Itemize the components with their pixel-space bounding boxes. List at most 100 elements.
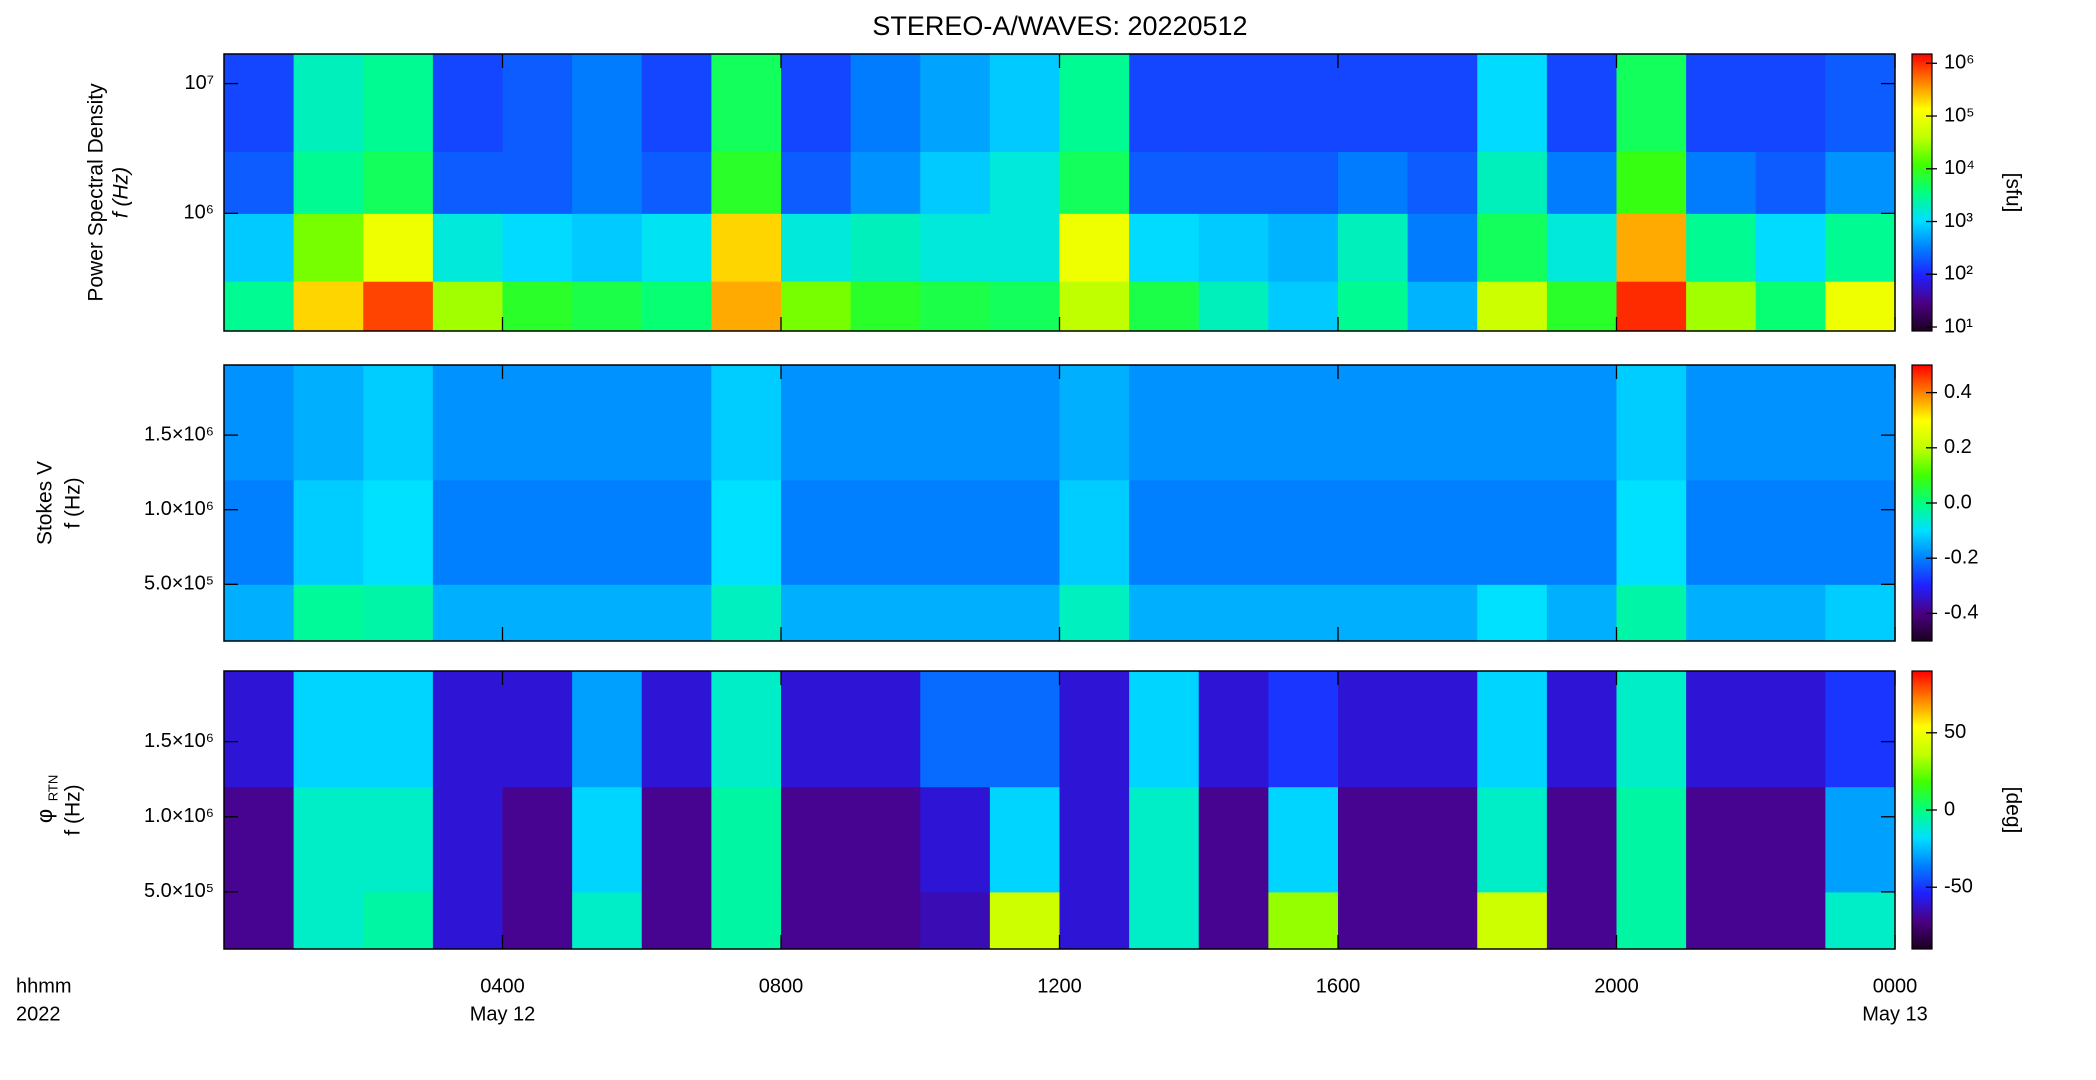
heatmap-cell xyxy=(1825,479,1896,585)
heatmap-cell xyxy=(1198,786,1269,893)
heatmap-cell xyxy=(572,584,643,642)
heatmap-cell xyxy=(1477,671,1548,788)
heatmap-cell xyxy=(1755,671,1826,788)
heatmap-cell xyxy=(1268,151,1339,214)
heatmap-cell xyxy=(850,891,921,950)
heatmap-cell xyxy=(432,786,503,893)
heatmap-cell xyxy=(1059,891,1130,950)
heatmap-cell xyxy=(641,584,712,642)
heatmap-cell xyxy=(1129,671,1200,788)
y-axis-label: Power Spectral Density xyxy=(85,83,108,302)
y-tick-label: 1.0×10⁶ xyxy=(144,498,214,520)
heatmap-cell xyxy=(1546,54,1617,152)
heatmap-cell xyxy=(1338,891,1409,950)
colorbar-label: [deg] xyxy=(2001,787,2024,834)
heatmap-cell xyxy=(293,365,364,481)
heatmap-cell xyxy=(502,54,573,152)
heatmap-cell xyxy=(1198,671,1269,788)
heatmap-cell xyxy=(781,671,852,788)
heatmap-cell xyxy=(1825,213,1896,282)
heatmap-cell xyxy=(1268,786,1339,893)
heatmap-cell xyxy=(850,786,921,893)
heatmap-cell xyxy=(1546,786,1617,893)
heatmap-cell xyxy=(1825,584,1896,642)
heatmap-cell xyxy=(1338,479,1409,585)
heatmap-cell xyxy=(850,365,921,481)
heatmap-cell xyxy=(293,479,364,585)
heatmap-cell xyxy=(293,281,364,332)
heatmap-cell xyxy=(363,365,434,481)
heatmap-cell xyxy=(432,584,503,642)
colorbar-tick-label: 0.4 xyxy=(1944,381,1972,403)
heatmap-cell xyxy=(1407,281,1478,332)
heatmap-cell xyxy=(711,281,782,332)
heatmap-cell xyxy=(1059,365,1130,481)
heatmap-cell xyxy=(850,671,921,788)
heatmap-cell xyxy=(1129,584,1200,642)
heatmap-cell xyxy=(920,54,991,152)
heatmap-cell xyxy=(641,671,712,788)
heatmap-cell xyxy=(1268,54,1339,152)
heatmap-cell xyxy=(224,479,295,585)
heatmap-cell xyxy=(920,213,991,282)
heatmap-cell xyxy=(1686,213,1757,282)
heatmap-cell xyxy=(224,213,295,282)
x-tick-label: 0800 xyxy=(759,975,804,997)
heatmap-cell xyxy=(1407,671,1478,788)
y-tick-label: 10⁷ xyxy=(185,72,214,94)
heatmap-cell xyxy=(572,365,643,481)
heatmap-cell xyxy=(1825,671,1896,788)
heatmap-cell xyxy=(920,584,991,642)
x-tick-label: 1200 xyxy=(1037,975,1082,997)
heatmap-cell xyxy=(502,584,573,642)
heatmap-cell xyxy=(781,584,852,642)
heatmap-cell xyxy=(293,54,364,152)
heatmap-cell xyxy=(711,584,782,642)
x-axis-label: 2022 xyxy=(16,1003,61,1025)
heatmap-cell xyxy=(1755,891,1826,950)
heatmap-cell xyxy=(224,584,295,642)
heatmap-cell xyxy=(1477,786,1548,893)
heatmap-cell xyxy=(1477,151,1548,214)
heatmap-cell xyxy=(989,891,1060,950)
heatmap-cell xyxy=(1407,54,1478,152)
heatmap-cell xyxy=(1825,365,1896,481)
heatmap-cell xyxy=(1686,281,1757,332)
y-tick-label: 5.0×10⁵ xyxy=(144,573,214,595)
y-axis-label: f (Hz) xyxy=(62,477,85,528)
heatmap-cell xyxy=(363,891,434,950)
y-tick-label: 10⁶ xyxy=(184,202,214,224)
heatmap-cell xyxy=(1059,479,1130,585)
heatmap-cell xyxy=(502,365,573,481)
heatmap-cell xyxy=(1546,151,1617,214)
heatmap-cell xyxy=(1755,54,1826,152)
heatmap-cell xyxy=(1825,786,1896,893)
heatmap-cell xyxy=(502,151,573,214)
heatmap-cell xyxy=(1198,151,1269,214)
heatmap-cell xyxy=(1268,584,1339,642)
heatmap-cell xyxy=(1198,584,1269,642)
heatmap-cell xyxy=(1755,281,1826,332)
heatmap-cell xyxy=(1755,786,1826,893)
heatmap-cell xyxy=(1755,213,1826,282)
heatmap-cell xyxy=(1616,151,1687,214)
heatmap-cell xyxy=(1059,671,1130,788)
y-tick-label: 1.5×10⁶ xyxy=(144,730,214,752)
heatmap-cell xyxy=(1755,151,1826,214)
heatmap-cell xyxy=(1198,54,1269,152)
heatmap-cell xyxy=(363,54,434,152)
heatmap-cell xyxy=(1825,151,1896,214)
y-axis-label: f (Hz) xyxy=(62,784,85,835)
heatmap-cell xyxy=(641,786,712,893)
heatmap-cell xyxy=(572,891,643,950)
heatmap-cell xyxy=(920,151,991,214)
x-tick-label: 1600 xyxy=(1316,975,1361,997)
heatmap-cell xyxy=(293,213,364,282)
heatmap-cell xyxy=(1407,365,1478,481)
heatmap-cell xyxy=(1059,151,1130,214)
heatmap-cell xyxy=(711,479,782,585)
chart-title: STEREO-A/WAVES: 20220512 xyxy=(872,11,1247,41)
heatmap-cell xyxy=(1198,891,1269,950)
heatmap-cell xyxy=(1268,479,1339,585)
heatmap-cell xyxy=(1755,479,1826,585)
